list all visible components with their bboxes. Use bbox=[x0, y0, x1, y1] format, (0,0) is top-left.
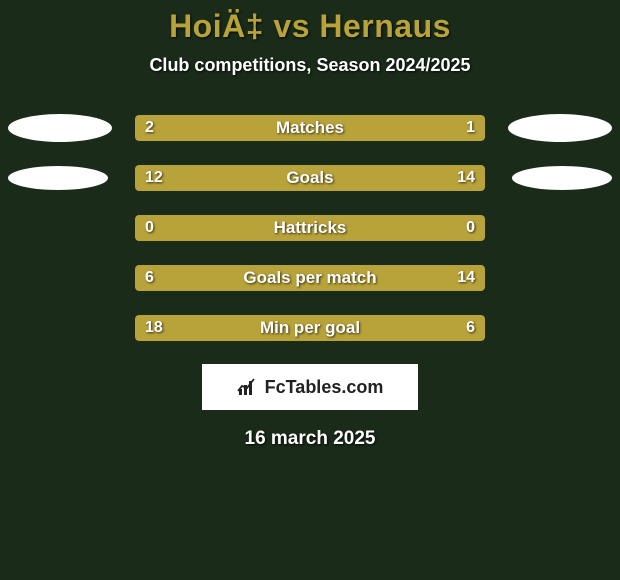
stat-label: Min per goal bbox=[260, 318, 360, 338]
stat-value-left: 0 bbox=[145, 219, 154, 237]
stat-bar: 18 6 Min per goal bbox=[135, 315, 485, 341]
stat-row: 2 1 Matches bbox=[0, 114, 620, 142]
stat-value-left: 18 bbox=[145, 319, 163, 337]
stat-value-left: 12 bbox=[145, 169, 163, 187]
comparison-widget: HoiÄ‡ vs Hernaus Club competitions, Seas… bbox=[0, 0, 620, 450]
stat-label: Goals bbox=[286, 168, 333, 188]
stat-label: Hattricks bbox=[274, 218, 347, 238]
chart-icon bbox=[237, 377, 259, 397]
stat-value-left: 2 bbox=[145, 119, 154, 137]
stat-bar: 2 1 Matches bbox=[135, 115, 485, 141]
stat-label: Goals per match bbox=[243, 268, 376, 288]
stat-label: Matches bbox=[276, 118, 344, 138]
stat-value-right: 14 bbox=[457, 269, 475, 287]
stat-bar: 12 14 Goals bbox=[135, 165, 485, 191]
stat-value-right: 0 bbox=[466, 219, 475, 237]
stat-row: 12 14 Goals bbox=[0, 164, 620, 192]
stat-value-right: 6 bbox=[466, 319, 475, 337]
stat-bar: 6 14 Goals per match bbox=[135, 265, 485, 291]
player-marker-left bbox=[8, 166, 108, 190]
stat-row: 6 14 Goals per match bbox=[0, 264, 620, 292]
stat-row: 0 0 Hattricks bbox=[0, 214, 620, 242]
stat-value-right: 14 bbox=[457, 169, 475, 187]
date-label: 16 march 2025 bbox=[0, 428, 620, 450]
stat-bar: 0 0 Hattricks bbox=[135, 215, 485, 241]
stat-value-left: 6 bbox=[145, 269, 154, 287]
player-marker-left bbox=[8, 114, 112, 142]
stat-value-right: 1 bbox=[466, 119, 475, 137]
stats-list: 2 1 Matches 12 14 Goals 0 0 Hattricks 6 14 Goals pe… bbox=[0, 114, 620, 342]
source-badge[interactable]: FcTables.com bbox=[202, 364, 418, 410]
stat-row: 18 6 Min per goal bbox=[0, 314, 620, 342]
player-marker-right bbox=[508, 114, 612, 142]
subtitle: Club competitions, Season 2024/2025 bbox=[0, 55, 620, 76]
page-title: HoiÄ‡ vs Hernaus bbox=[0, 8, 620, 45]
badge-text: FcTables.com bbox=[265, 377, 384, 398]
player-marker-right bbox=[512, 166, 612, 190]
